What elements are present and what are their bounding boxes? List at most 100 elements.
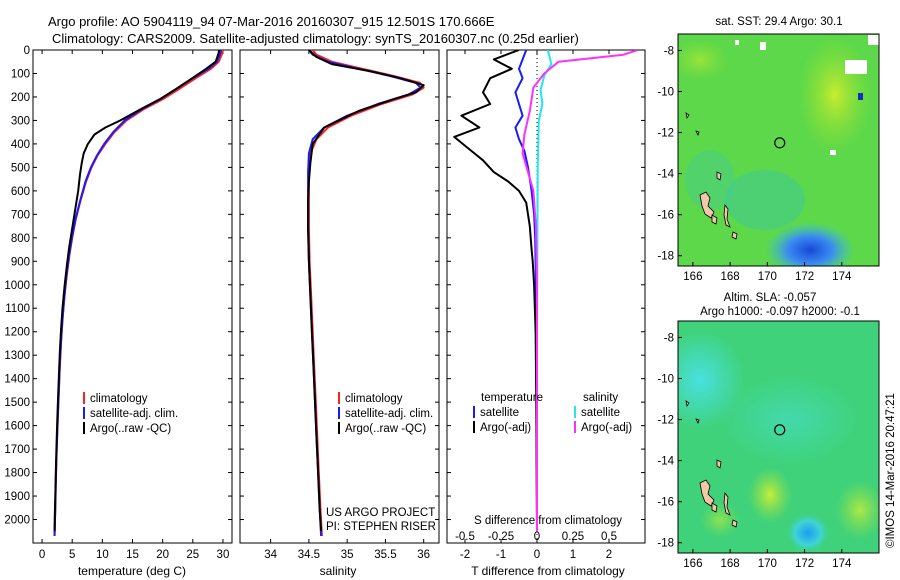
depth-tick-label: 500: [11, 162, 30, 174]
map-lon-tick-label: 170: [758, 271, 777, 283]
series-line: [307, 50, 425, 532]
island-shape: [723, 491, 731, 516]
depth-tick-label: 1200: [4, 327, 30, 339]
salinity-x-axis-label: salinity: [320, 564, 357, 578]
legend-label-argo: Argo(..raw -QC): [90, 423, 171, 435]
pi-annotation: PI: STEPHEN RISER: [326, 521, 436, 533]
sst-cloud-gap: [868, 35, 879, 45]
difference-series: [453, 50, 639, 532]
s-difference-tick-label: 0.5: [601, 531, 617, 543]
map-lon-tick-label: 166: [683, 558, 702, 570]
difference-depth-ticks: [447, 49, 645, 521]
x-tick-label: -2: [460, 549, 470, 561]
x-tick-label: 34: [264, 549, 277, 561]
island-shape: [731, 519, 738, 528]
x-tick-label: 25: [186, 549, 199, 561]
temperature-panel: 0100200300400500600700800900100011001200…: [4, 45, 233, 578]
argo-position-marker: [774, 137, 786, 149]
sla-high-region: [835, 480, 879, 540]
figure-title-line2: Climatology: CARS2009. Satellite-adjuste…: [52, 31, 579, 46]
sla-map-title-line2: Argo h1000: -0.097 h2000: -0.1: [700, 306, 860, 318]
x-tick-label: 34.5: [298, 549, 320, 561]
legend-label-salinity-satellite: satellite: [581, 407, 620, 419]
x-tick-label: 30: [217, 549, 230, 561]
x-tick-label: 20: [156, 549, 169, 561]
depth-tick-label: 1100: [5, 303, 30, 315]
sst-cloud-gap: [760, 42, 766, 50]
depth-tick-label: 1900: [4, 491, 30, 503]
depth-tick-label: 100: [11, 68, 30, 80]
map-lat-tick-label: -10: [657, 373, 674, 385]
x-tick-label: 2: [606, 549, 612, 561]
difference-panel: -2 -1 0 1 2 temperature salinity satellite A…: [446, 49, 646, 578]
sla-high-region: [720, 375, 860, 465]
x-tick-label: 10: [96, 549, 109, 561]
sla-high-region: [700, 502, 740, 538]
map-lat-tick-label: -14: [657, 456, 674, 468]
salinity-panel: 34 34.5 35 35.5 36 climatology satellite-adj…: [239, 49, 440, 578]
t-difference-axis-label: T difference from climatology: [471, 564, 625, 578]
map-lon-tick-label: 172: [795, 271, 814, 283]
salinity-series: [307, 50, 425, 537]
legend-label-argo: Argo(..raw -QC): [345, 423, 426, 435]
sst-cloud-gap: [735, 40, 739, 45]
sst-map-title: sat. SST: 29.4 Argo: 30.1: [715, 16, 842, 28]
sla-high-region: [748, 467, 792, 523]
sst-cloud-gap: [830, 150, 836, 155]
salinity-depth-ticks: [240, 49, 439, 521]
map-lat-tick-label: -8: [664, 45, 674, 57]
series-line: [521, 50, 639, 532]
depth-tick-label: 1500: [4, 397, 30, 409]
project-annotation: US ARGO PROJECT: [326, 507, 435, 519]
legend-label-temperature-argo: Argo(-adj): [480, 422, 531, 434]
depth-tick-label: 800: [11, 233, 30, 245]
depth-tick-label: 1800: [4, 468, 30, 480]
x-tick-label: 36: [417, 549, 430, 561]
legend-label-climatology: climatology: [90, 393, 148, 405]
sst-cold-spot: [858, 93, 863, 100]
island-shape: [716, 171, 722, 181]
map-lon-tick-label: 172: [795, 558, 814, 570]
salinity-legend: climatology satellite-adj. clim. Argo(..…: [338, 392, 433, 435]
difference-legend: temperature salinity satellite Argo(-adj…: [473, 392, 632, 434]
x-tick-label: 5: [69, 549, 75, 561]
sst-heatmap: [678, 34, 879, 266]
map-lat-tick-label: -12: [657, 415, 674, 427]
map-lon-tick-label: 168: [721, 558, 740, 570]
salinity-plot-frame: [239, 49, 440, 544]
map-lon-tick-label: 170: [758, 558, 777, 570]
map-lat-tick-label: -8: [664, 332, 674, 344]
salinity-x-ticks: 34 34.5 35 35.5 36: [264, 50, 430, 561]
legend-title-temperature: temperature: [481, 392, 543, 404]
s-difference-tick-label: -0.5: [455, 531, 475, 543]
figure-title-line1: Argo profile: AO 5904119_94 07-Mar-2016 …: [48, 14, 495, 29]
island-shape: [711, 502, 718, 513]
x-tick-label: 35: [341, 549, 354, 561]
map-lon-tick-label: 174: [832, 558, 852, 570]
depth-tick-label: 1600: [4, 421, 30, 433]
legend-title-salinity: salinity: [583, 392, 618, 404]
s-difference-axis-label: S difference from climatology: [474, 515, 622, 527]
s-difference-tick-label: 0: [534, 531, 540, 543]
island-shape: [685, 400, 700, 425]
map-lat-tick-label: -18: [657, 538, 674, 550]
sla-map-frame: [677, 320, 880, 554]
s-difference-tick-label: -0.25: [488, 531, 514, 543]
x-tick-label: 15: [126, 549, 139, 561]
depth-tick-label: 1700: [4, 444, 30, 456]
legend-label-salinity-argo: Argo(-adj): [581, 422, 632, 434]
x-tick-label: 1: [570, 549, 576, 561]
sla-heatmap: [678, 321, 879, 553]
island-shape: [723, 203, 731, 228]
sst-map-frame: [677, 33, 880, 267]
legend-label-temperature-satellite: satellite: [480, 407, 519, 419]
sst-cool-region: [685, 150, 735, 210]
temperature-legend: climatology satellite-adj. clim. Argo(..…: [83, 392, 178, 435]
map-lat-tick-label: -16: [657, 210, 674, 222]
map-lat-tick-label: -16: [657, 497, 674, 509]
sla-map-panel: Altim. SLA: -0.057 Argo h1000: -0.097 h2…: [657, 292, 880, 570]
x-tick-label: 0: [39, 549, 45, 561]
island-shape: [685, 112, 700, 137]
map-lat-tick-label: -14: [657, 169, 674, 181]
